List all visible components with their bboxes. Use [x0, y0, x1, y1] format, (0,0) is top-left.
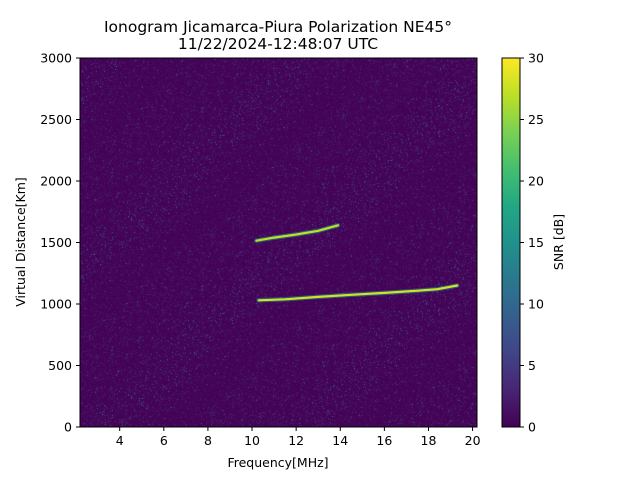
x-axis-label: Frequency[MHz] [227, 455, 328, 470]
colorbar: 0 5 10 15 20 25 30 SNR [dB] [501, 51, 566, 435]
colorbar-tick-label: 20 [528, 174, 544, 189]
colorbar-tick-label: 5 [528, 358, 536, 373]
chart-title: Ionogram Jicamarca-Piura Polarization NE… [104, 18, 452, 36]
chart-subtitle: 11/22/2024-12:48:07 UTC [178, 35, 378, 53]
y-tick-label: 500 [48, 358, 72, 373]
y-axis: 0 500 1000 1500 2000 2500 3000 [40, 51, 80, 435]
y-tick-label: 0 [64, 420, 72, 435]
colorbar-ticks: 0 5 10 15 20 25 30 [520, 51, 544, 435]
y-axis-label: Virtual Distance[Km] [13, 177, 28, 307]
y-tick-label: 2500 [40, 112, 72, 127]
heatmap-image [80, 58, 477, 427]
data-traces [254, 223, 460, 303]
colorbar-label: SNR [dB] [551, 214, 566, 270]
y-tick-label: 1000 [40, 297, 72, 312]
x-tick-label: 14 [332, 433, 348, 448]
x-tick-label: 16 [376, 433, 392, 448]
colorbar-gradient [501, 57, 521, 428]
plot-area [79, 57, 478, 428]
x-tick-label: 18 [421, 433, 437, 448]
x-tick-label: 12 [288, 433, 304, 448]
colorbar-tick-label: 0 [528, 420, 536, 435]
y-tick-label: 3000 [40, 51, 72, 66]
x-tick-label: 4 [116, 433, 124, 448]
colorbar-tick-label: 30 [528, 51, 544, 66]
trace-2 [255, 224, 340, 242]
y-tick-label: 2000 [40, 174, 72, 189]
trace-1 [257, 284, 459, 302]
x-tick-label: 6 [160, 433, 168, 448]
x-axis: 4 6 8 10 12 14 16 18 20 [116, 427, 481, 448]
x-tick-label: 8 [204, 433, 212, 448]
colorbar-tick-label: 15 [528, 235, 544, 250]
x-tick-label: 10 [244, 433, 260, 448]
colorbar-tick-label: 25 [528, 112, 544, 127]
x-tick-label: 20 [465, 433, 481, 448]
y-tick-label: 1500 [40, 235, 72, 250]
colorbar-tick-label: 10 [528, 297, 544, 312]
